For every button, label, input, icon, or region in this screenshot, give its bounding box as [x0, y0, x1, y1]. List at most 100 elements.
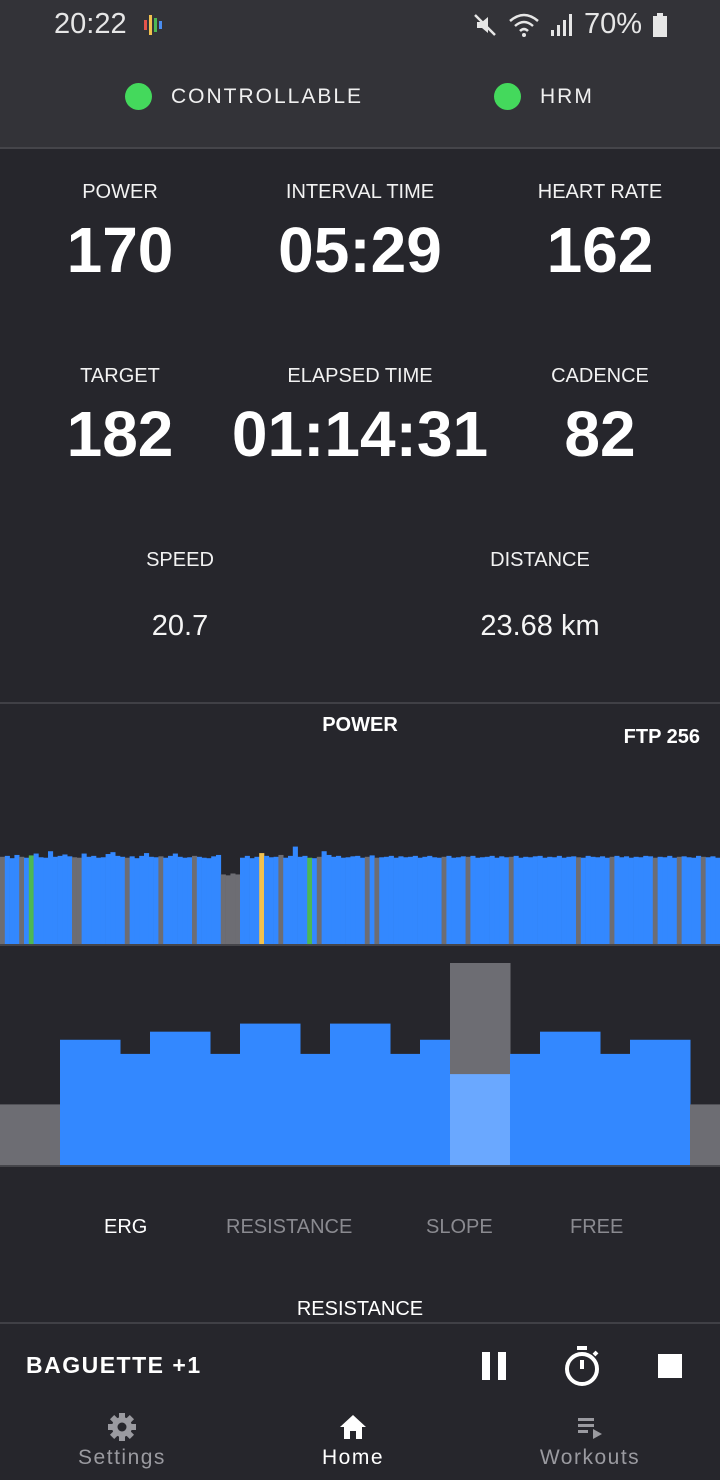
power-bar [48, 851, 54, 944]
power-bar [484, 856, 490, 944]
power-bar [312, 858, 318, 944]
stop-icon[interactable] [648, 1344, 692, 1388]
signal-icon [550, 13, 572, 36]
recording-icon [144, 15, 162, 35]
power-bar [211, 856, 217, 944]
power-bar [384, 856, 390, 944]
power-bar [432, 857, 438, 944]
status-time: 20:22 [54, 8, 127, 40]
power-bar [547, 856, 553, 944]
power-bar [182, 857, 188, 944]
power-bar [417, 857, 423, 944]
power-bar [86, 856, 92, 944]
mode-slope[interactable]: SLOPE [426, 1216, 493, 1238]
power-bar [470, 855, 476, 944]
metric-label: ELAPSED TIME [287, 365, 433, 387]
power-bar [652, 857, 658, 944]
mode-free[interactable]: FREE [570, 1216, 624, 1238]
interval-bar [390, 1053, 421, 1165]
gear-icon [108, 1413, 136, 1441]
power-bar [326, 854, 332, 944]
nav-settings[interactable]: Settings [42, 1412, 202, 1470]
power-bar [604, 857, 610, 944]
power-bar [33, 853, 39, 944]
power-bar [115, 855, 121, 944]
power-bar [355, 855, 361, 944]
pause-icon[interactable] [472, 1344, 516, 1388]
sensor-controllable[interactable]: CONTROLLABLE [125, 83, 363, 110]
power-bar [422, 856, 428, 944]
power-bar [67, 856, 73, 944]
power-bar [172, 853, 178, 944]
power-bar [302, 855, 308, 944]
power-bar [278, 854, 284, 944]
mode-resistance[interactable]: RESISTANCE [226, 1216, 353, 1238]
power-bar [153, 857, 159, 944]
metric-label: INTERVAL TIME [285, 181, 435, 203]
power-bar [561, 857, 567, 944]
power-bar [662, 857, 668, 944]
nav-home[interactable]: Home [273, 1412, 433, 1470]
battery-percent: 70% [583, 8, 642, 40]
power-bar [96, 857, 102, 944]
power-bar [240, 857, 246, 944]
power-bar [600, 856, 606, 944]
power-bar [523, 856, 529, 944]
power-bar [81, 853, 87, 944]
power-bar [504, 857, 510, 944]
metric-label: HEART RATE [537, 181, 663, 203]
nav-workouts[interactable]: Workouts [510, 1412, 670, 1470]
interval-bar [150, 1031, 211, 1165]
power-bar [571, 856, 577, 944]
power-bar [580, 857, 586, 944]
section-divider [0, 702, 720, 704]
power-bar [254, 856, 260, 944]
mute-icon [474, 13, 496, 36]
power-bar [513, 855, 519, 944]
interval-bar [120, 1053, 151, 1165]
controllable-status-dot [125, 83, 152, 110]
power-bar [76, 857, 82, 944]
power-bar [676, 856, 682, 944]
power-bar [590, 856, 596, 944]
power-bar [163, 857, 169, 944]
power-bar [187, 857, 193, 944]
power-history-chart [0, 846, 720, 946]
power-bar [129, 856, 135, 944]
mode-erg[interactable]: ERG [104, 1216, 148, 1238]
power-bar [249, 858, 255, 944]
metric-value: 182 [66, 398, 174, 470]
stopwatch-icon[interactable] [560, 1344, 604, 1388]
power-bar [374, 857, 380, 944]
power-bar [633, 856, 639, 944]
power-bar [441, 856, 447, 944]
power-bar [19, 856, 25, 944]
interval-bar [300, 1053, 331, 1165]
power-bar [307, 857, 313, 944]
power-bar [9, 858, 15, 944]
power-bar [379, 857, 385, 944]
power-bar [710, 856, 716, 944]
power-bar [28, 855, 34, 944]
power-bar [110, 852, 116, 944]
power-bar [62, 854, 68, 944]
power-bar [451, 857, 457, 944]
power-bar [672, 857, 678, 944]
power-bar [369, 855, 375, 944]
power-bar [120, 856, 126, 944]
metric-distance: DISTANCE 23.68 km [420, 549, 660, 643]
power-bar [412, 855, 418, 944]
power-bar [643, 855, 649, 944]
power-bar [552, 857, 558, 944]
power-bar [696, 855, 702, 944]
metric-speed: SPEED 20.7 [60, 549, 300, 643]
power-bar [201, 857, 207, 944]
power-bar [494, 857, 500, 944]
chart-baseline [0, 1165, 720, 1167]
power-bar [134, 858, 140, 944]
power-bar [460, 856, 466, 944]
interval-bar [240, 1023, 301, 1165]
hrm-status-dot [494, 83, 521, 110]
sensor-hrm[interactable]: HRM [494, 83, 594, 110]
power-bar [388, 855, 394, 944]
